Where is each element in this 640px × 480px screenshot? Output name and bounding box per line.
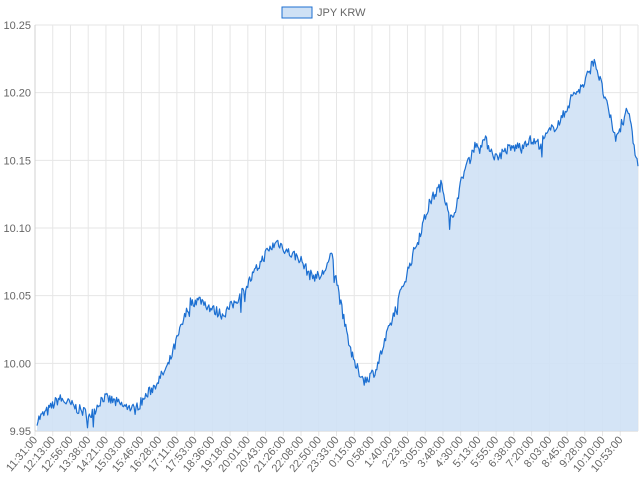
legend-swatch[interactable] (281, 6, 313, 19)
y-tick-label: 10.10 (3, 223, 31, 235)
series-line (36, 58, 639, 429)
x-axis-ticks: 11:31:0012:13:0012:56:0013:38:0014:21:00… (4, 434, 625, 475)
y-axis-ticks: 9.95 10.00 10.05 10.10 10.15 10.20 10.25 (3, 20, 31, 438)
series-area (37, 59, 638, 431)
legend-label[interactable]: JPY KRW (317, 7, 366, 19)
y-tick-label: 10.00 (3, 358, 31, 370)
y-tick-label: 10.15 (3, 155, 31, 167)
y-tick-label: 9.95 (10, 426, 31, 438)
legend[interactable]: JPY KRW (281, 6, 366, 19)
y-tick-label: 10.20 (3, 88, 31, 100)
y-tick-label: 10.05 (3, 291, 31, 303)
plot-area (36, 58, 639, 431)
y-tick-label: 10.25 (3, 20, 31, 32)
